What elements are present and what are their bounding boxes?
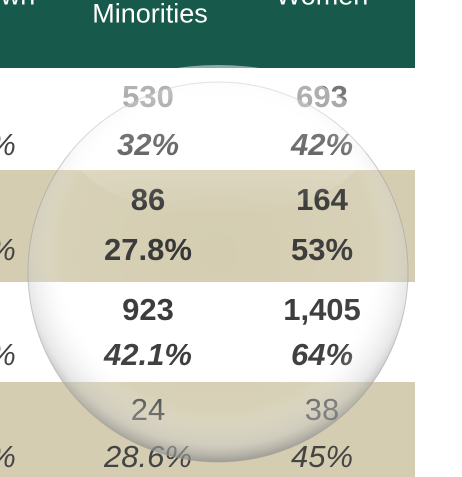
table-cell: % <box>0 232 16 268</box>
table-cell: % <box>0 439 16 475</box>
header-cell: Women <box>276 0 369 12</box>
table-cell: % <box>0 337 16 373</box>
header-cell: Minorities <box>92 0 208 29</box>
table-cell: % <box>0 127 16 163</box>
table-cell: 45% <box>290 439 354 474</box>
header-cell: wn <box>1 0 36 12</box>
lens-shine <box>68 65 368 215</box>
header-band <box>0 0 415 68</box>
